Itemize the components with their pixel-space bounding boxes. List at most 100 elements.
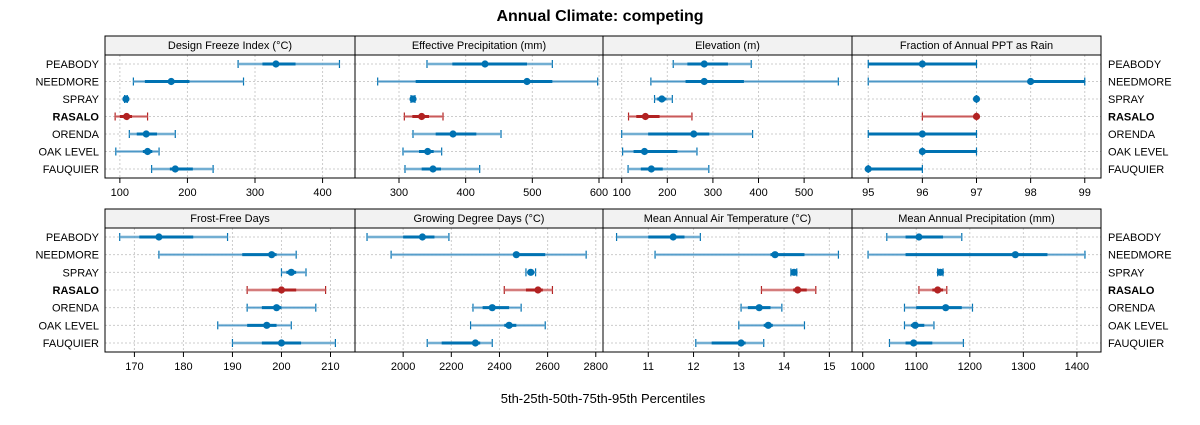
strip-label: Fraction of Annual PPT as Rain [900,40,1053,52]
site-marks-orenda [740,303,783,312]
median-point [790,268,798,276]
median-point [918,130,926,138]
median-point [155,233,163,241]
x-tick-label: 600 [590,187,608,199]
panel-8: Mean Annual Precipitation (mm) 1000 1100 12… [850,208,1102,373]
site-marks-rasalo [921,112,981,121]
x-axis-label: 5th-25th-50th-75th-95th Percentiles [501,391,706,406]
site-marks-rasalo [403,112,444,121]
site-marks-peabody [426,60,553,68]
x-tick-label: 2400 [487,361,511,373]
site-marks-spray [790,268,798,277]
median-point [909,339,918,347]
median-point [755,304,763,312]
strip-label: Growing Degree Days (°C) [414,213,545,225]
x-tick-label: 1100 [904,361,928,373]
site-marks-needmore [867,77,1086,86]
strip-label: Mean Annual Air Temperature (°C) [644,213,811,225]
row-label-right: NEEDMORE [1108,77,1172,89]
site-marks-needmore [158,250,297,259]
median-point [512,251,520,259]
row-label-right: SPRAY [1108,94,1145,106]
site-marks-needmore [867,250,1086,259]
x-tick-label: 200 [658,187,676,199]
site-marks-oak-level [402,147,443,156]
x-tick-label: 100 [111,187,129,199]
site-marks-orenda [412,130,502,138]
median-point [268,251,276,259]
x-tick-label: 400 [313,187,331,199]
site-marks-oak-level [622,147,698,156]
site-marks-spray [653,95,673,103]
strip-label: Mean Annual Precipitation (mm) [898,213,1055,225]
x-tick-label: 200 [272,361,290,373]
site-marks-spray [936,268,944,277]
median-point [669,233,677,241]
x-tick-label: 180 [174,361,192,373]
site-marks-peabody [615,233,701,241]
row-label-right: ORENDA [1108,303,1156,315]
median-point [534,286,542,294]
site-marks-orenda [903,303,974,312]
site-marks-fauquier [695,339,765,347]
row-label-right: PEABODY [1108,59,1162,71]
site-marks-peabody [237,60,341,68]
row-label-right: FAUQUIER [1108,338,1164,350]
median-point [641,112,650,121]
panel-3: Elevation (m) 100 200 300 400 500 [602,35,853,199]
panels: Design Freeze Index (°C)100 200 300 400Effe… [35,35,1172,373]
median-point [864,165,872,173]
row-label-right: FAUQUIER [1108,164,1164,176]
site-marks-orenda [621,130,754,138]
median-point [972,112,981,121]
median-point [771,251,779,259]
site-marks-spray [972,95,981,103]
site-marks-spray [409,95,417,103]
site-marks-needmore [132,77,245,86]
panel-border [851,227,1102,353]
row-label-left: ORENDA [52,129,100,141]
x-tick-label: 2600 [535,361,559,373]
median-point [523,77,531,86]
row-label-left: NEEDMORE [35,77,99,89]
x-tick-label: 1300 [1011,361,1035,373]
median-point [1027,77,1035,86]
site-marks-peabody [119,233,229,241]
panel-1: Design Freeze Index (°C) 100 200 300 400 [104,35,356,199]
median-point [737,339,745,347]
x-tick-label: 97 [970,187,982,199]
median-point [527,268,535,276]
site-marks-peabody [366,233,450,241]
site-marks-needmore [377,77,599,86]
x-tick-label: 15 [823,361,835,373]
x-tick-label: 1000 [850,361,874,373]
x-tick-label: 300 [390,187,408,199]
median-point [418,233,427,241]
x-tick-label: 300 [246,187,264,199]
row-label-left: OAK LEVEL [38,147,99,159]
median-point [471,339,479,347]
median-point [277,286,286,294]
median-point [936,268,944,276]
site-marks-oak-level [903,321,935,330]
median-point [272,304,281,312]
strip-label: Effective Precipitation (mm) [412,40,546,52]
row-label-right: RASALO [1108,112,1155,124]
row-label-right: SPRAY [1108,267,1145,279]
row-label-left: ORENDA [52,303,100,315]
panel-6: Growing Degree Days (°C) 2000 2200 2400 2600… [354,208,608,373]
x-tick-label: 11 [643,361,654,373]
site-marks-fauquier [426,339,493,347]
x-tick-label: 210 [321,361,339,373]
site-marks-fauquier [231,339,336,347]
site-marks-oak-level [115,147,160,156]
median-point [700,77,708,86]
median-point [972,95,981,103]
x-tick-label: 98 [1025,187,1037,199]
row-label-right: PEABODY [1108,232,1162,244]
median-point [171,165,179,173]
x-tick-label: 1200 [958,361,982,373]
panel-4: Fraction of Annual PPT as Rain 95 96 97 98 99 [851,35,1102,199]
median-point [764,321,772,329]
